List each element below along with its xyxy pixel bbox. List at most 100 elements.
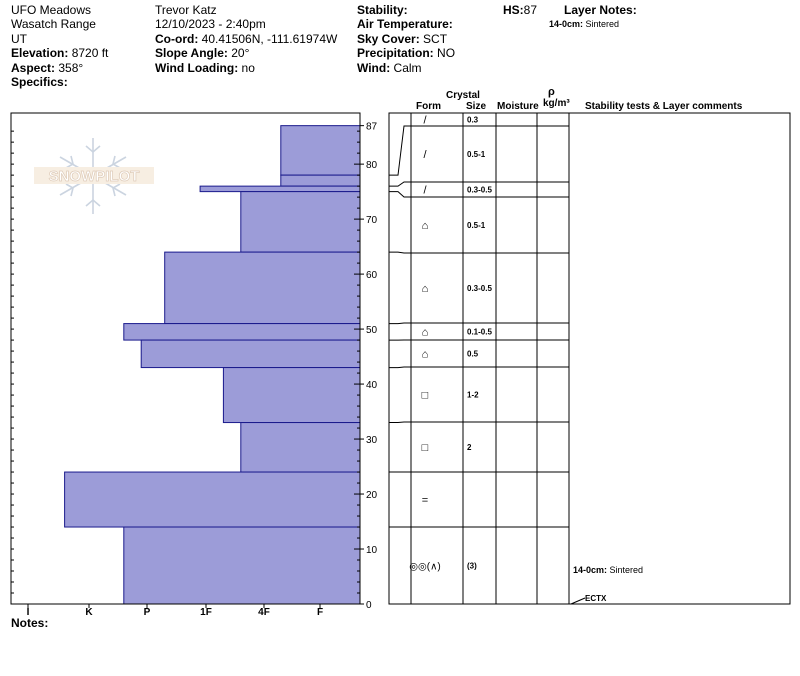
crystal-size: 2 bbox=[467, 443, 472, 452]
crystal-size: 0.5-1 bbox=[467, 150, 486, 159]
air-temp-label: Air Temperature: bbox=[357, 17, 453, 31]
ectx-label: ECTX bbox=[585, 594, 607, 603]
hs-label: HS: bbox=[503, 3, 524, 17]
hardness-bar-6 bbox=[140, 339, 361, 369]
layer-connector bbox=[389, 322, 411, 325]
hardness-tick-label: 1F bbox=[200, 607, 212, 618]
slope-label: Slope Angle: bbox=[155, 46, 228, 60]
hardness-axis: I K P 1F 4F F bbox=[27, 604, 323, 618]
elevation-value: 8720 ft bbox=[68, 46, 109, 60]
precipitation: Precipitation: NO bbox=[357, 46, 455, 60]
wind-value: Calm bbox=[390, 61, 422, 75]
crystal-size: 0.3 bbox=[467, 116, 479, 125]
hardness-chart-frame bbox=[10, 112, 361, 605]
stability-comments-header: Stability tests & Layer comments bbox=[585, 101, 743, 112]
hardness-bar-9 bbox=[64, 471, 361, 528]
crystal-form-symbol: / bbox=[423, 149, 427, 161]
hardness-bar-8 bbox=[240, 422, 361, 473]
slope-angle: Slope Angle: 20° bbox=[155, 46, 249, 60]
hardness-bar-3 bbox=[240, 191, 361, 253]
layer-table: / 0.3 / 0.5-1 / 0.3-0.5 ⌂ 0.5-1 ⌂ 0.3-0.5 ⌂ 0.1-0.5… bbox=[388, 112, 791, 605]
comment: 14-0cm: Sintered bbox=[573, 565, 643, 575]
moisture-header: Moisture bbox=[497, 101, 539, 112]
layer-notes-label: Layer Notes: bbox=[564, 3, 637, 17]
depth-tick-label: 50 bbox=[366, 325, 378, 336]
crystal-size: 0.3-0.5 bbox=[467, 284, 492, 293]
depth-tick-label: 60 bbox=[366, 270, 378, 281]
sky-cover: Sky Cover: SCT bbox=[357, 32, 447, 46]
hardness-tick-label: P bbox=[144, 607, 151, 618]
table-frame bbox=[388, 112, 791, 605]
layer-connector bbox=[389, 181, 411, 187]
layer-connector bbox=[389, 366, 411, 369]
hs: HS:87 bbox=[503, 3, 537, 17]
layer-note: 14-0cm: Sintered bbox=[549, 19, 619, 29]
depth-minor-ticks bbox=[11, 130, 360, 605]
wind-loading: Wind Loading: no bbox=[155, 61, 255, 75]
crystal-form-symbol: / bbox=[423, 115, 427, 127]
crystal-form-symbol: ⌂ bbox=[422, 220, 429, 232]
sky-label: Sky Cover: bbox=[357, 32, 420, 46]
crystal-form-symbol: ◎◎(∧) bbox=[409, 562, 440, 573]
aspect-value: 358° bbox=[55, 61, 84, 75]
table-rows: / 0.3 / 0.5-1 / 0.3-0.5 ⌂ 0.5-1 ⌂ 0.3-0.5 ⌂ 0.1-0.5… bbox=[389, 115, 569, 573]
hardness-tick-label: 4F bbox=[258, 607, 270, 618]
layer-note-depth: 14-0cm: bbox=[549, 19, 584, 29]
coordinates: Co-ord: 40.41506N, -111.61974W bbox=[155, 32, 337, 46]
hardness-tick-label: F bbox=[317, 607, 323, 618]
crystal-form-symbol: □ bbox=[422, 442, 429, 454]
stability-label: Stability: bbox=[357, 3, 408, 17]
depth-tick-label: 20 bbox=[366, 490, 378, 501]
hardness-bar-0 bbox=[280, 125, 361, 176]
snowpilot-watermark: SNOWPILOT bbox=[34, 138, 154, 214]
crystal-form-symbol: □ bbox=[422, 390, 429, 402]
hardness-bar-7 bbox=[222, 367, 361, 424]
hardness-tick-label: K bbox=[85, 607, 93, 618]
hardness-bars bbox=[64, 125, 361, 605]
crystal-form-symbol: ⌂ bbox=[422, 327, 429, 339]
depth-tick-label: 87 bbox=[366, 122, 378, 133]
crystal-size: 1-2 bbox=[467, 391, 479, 400]
crystal-form-symbol: = bbox=[422, 495, 428, 507]
wind: Wind: Calm bbox=[357, 61, 422, 75]
notes-label: Notes: bbox=[11, 616, 49, 630]
hs-value: 87 bbox=[523, 3, 538, 17]
hardness-bar-1 bbox=[280, 174, 361, 187]
layer-connector bbox=[389, 191, 411, 198]
mountain-range: Wasatch Range bbox=[11, 17, 96, 31]
layer-connector bbox=[389, 125, 411, 176]
density-unit-header: kg/m³ bbox=[543, 98, 570, 109]
crystal-form-symbol: / bbox=[423, 185, 427, 197]
crystal-size: (3) bbox=[467, 562, 477, 571]
state: UT bbox=[11, 32, 27, 46]
wind-loading-label: Wind Loading: bbox=[155, 61, 239, 75]
crystal-header: Crystal bbox=[446, 90, 480, 101]
wind-loading-value: no bbox=[238, 61, 255, 75]
ectx-pointer bbox=[570, 597, 586, 605]
hardness-bar-4 bbox=[164, 251, 361, 325]
hardness-bar-5 bbox=[123, 323, 361, 341]
depth-tick-label: 40 bbox=[366, 380, 378, 391]
aspect: Aspect: 358° bbox=[11, 61, 83, 75]
aspect-label: Aspect: bbox=[11, 61, 56, 75]
wind-label: Wind: bbox=[357, 61, 391, 75]
crystal-size: 0.5 bbox=[467, 350, 479, 359]
sky-value: SCT bbox=[419, 32, 448, 46]
precip-value: NO bbox=[433, 46, 456, 60]
specifics-label: Specifics: bbox=[11, 75, 68, 89]
layer-connector bbox=[389, 421, 411, 424]
hardness-tick-label: I bbox=[27, 607, 30, 618]
comment-text: Sintered bbox=[607, 565, 643, 575]
hardness-bar-2 bbox=[199, 185, 361, 193]
depth-tick-label: 30 bbox=[366, 435, 378, 446]
comment-depth: 14-0cm: bbox=[573, 565, 607, 575]
elevation: Elevation: 8720 ft bbox=[11, 46, 108, 60]
depth-tick-label: 70 bbox=[366, 215, 378, 226]
location-name: UFO Meadows bbox=[11, 3, 92, 17]
layer-note-text: Sintered bbox=[583, 19, 620, 29]
coord-value: 40.41506N, -111.61974W bbox=[198, 32, 338, 46]
rho-header: ρ bbox=[548, 86, 555, 98]
depth-axis: 0 10 20 30 40 50 60 70 80 87 bbox=[360, 122, 378, 611]
depth-tick-label: 0 bbox=[366, 600, 372, 611]
